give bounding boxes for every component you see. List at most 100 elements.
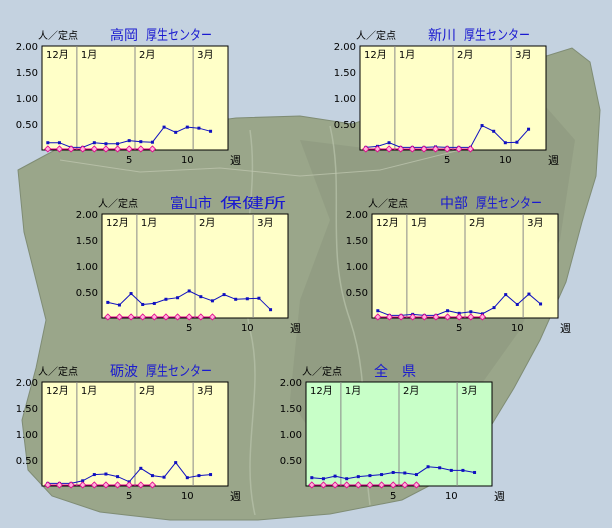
data-point-previous bbox=[113, 145, 122, 153]
data-point-previous bbox=[197, 313, 205, 321]
data-point bbox=[116, 142, 120, 146]
data-point bbox=[539, 302, 543, 306]
data-point-previous bbox=[113, 481, 122, 489]
data-point-previous bbox=[389, 481, 397, 489]
x-tick-label: 5 bbox=[444, 155, 450, 166]
data-point bbox=[446, 309, 450, 313]
y-tick-label: 0.50 bbox=[16, 120, 38, 131]
data-point bbox=[150, 140, 154, 144]
data-point bbox=[310, 476, 314, 480]
data-point-previous bbox=[55, 145, 64, 153]
y-tick-label: 1.50 bbox=[16, 68, 38, 79]
data-point bbox=[356, 475, 360, 479]
month-label: 12月 bbox=[46, 49, 69, 61]
x-tick-label: 5 bbox=[126, 491, 132, 502]
data-point bbox=[414, 473, 418, 477]
chart-panel: 人／定点 高岡 厚生センター 12月 1月 2月 3月 0.50 1.00 1.50 2.00 5 10… bbox=[16, 27, 241, 167]
x-tick-label: 5 bbox=[186, 323, 192, 334]
data-point-previous bbox=[150, 313, 158, 321]
data-point bbox=[174, 130, 178, 134]
x-unit-label: 週 bbox=[494, 490, 505, 503]
data-point bbox=[473, 470, 477, 474]
x-tick-label: 5 bbox=[390, 491, 396, 502]
y-tick-label: 1.50 bbox=[346, 236, 368, 247]
data-point-previous bbox=[137, 145, 145, 153]
month-label: 1月 bbox=[81, 385, 97, 397]
data-point bbox=[391, 470, 395, 474]
data-point-previous bbox=[366, 481, 374, 489]
chart-title-name: 砺波 bbox=[110, 364, 138, 380]
month-label: 2月 bbox=[469, 217, 485, 229]
data-point-previous bbox=[127, 313, 135, 321]
data-point-previous bbox=[79, 145, 87, 153]
data-point bbox=[234, 297, 238, 301]
data-point bbox=[245, 297, 249, 301]
data-point bbox=[269, 308, 273, 312]
data-point-previous bbox=[362, 145, 370, 153]
data-point-previous bbox=[478, 313, 487, 321]
data-point-previous bbox=[67, 145, 75, 153]
data-point-previous bbox=[455, 313, 463, 321]
chart-title: 高岡 厚生センター bbox=[110, 27, 212, 44]
data-point bbox=[527, 127, 531, 131]
y-tick-label: 1.50 bbox=[280, 404, 302, 415]
data-point bbox=[380, 473, 384, 477]
data-point bbox=[162, 125, 166, 129]
data-point bbox=[129, 292, 133, 296]
x-unit-label: 週 bbox=[560, 322, 571, 335]
data-point-previous bbox=[102, 481, 110, 489]
data-point-previous bbox=[397, 313, 405, 321]
unit-label: 人／定点 bbox=[38, 365, 78, 378]
chart-title-name: 高岡 bbox=[110, 27, 138, 44]
chart-title: 中部 厚生センター bbox=[440, 196, 542, 212]
y-tick-label: 0.50 bbox=[346, 288, 368, 299]
data-point bbox=[199, 295, 203, 299]
data-point-previous bbox=[455, 145, 463, 153]
data-point bbox=[504, 293, 508, 297]
chart-title: 全 県 bbox=[374, 363, 416, 380]
month-label: 3月 bbox=[197, 385, 213, 397]
data-point bbox=[515, 302, 519, 306]
chart-title-suffix: 厚生センター bbox=[146, 364, 212, 380]
data-point-previous bbox=[185, 313, 193, 321]
y-tick-label: 1.00 bbox=[76, 262, 98, 273]
data-point bbox=[257, 296, 261, 300]
data-point-previous bbox=[148, 481, 157, 489]
data-point bbox=[150, 474, 154, 478]
chart-title: 新川 厚生センター bbox=[428, 28, 530, 44]
data-point bbox=[174, 461, 178, 465]
x-tick-label: 10 bbox=[499, 155, 512, 166]
data-point bbox=[368, 474, 372, 478]
x-tick-label: 5 bbox=[456, 323, 462, 334]
chart-title-name: 中部 bbox=[440, 196, 468, 212]
data-point bbox=[152, 301, 156, 305]
data-point bbox=[345, 477, 349, 481]
data-point bbox=[117, 303, 121, 307]
data-point-previous bbox=[102, 145, 110, 153]
data-point bbox=[106, 300, 110, 304]
data-point bbox=[81, 479, 85, 483]
unit-label: 人／定点 bbox=[98, 197, 138, 210]
data-point bbox=[92, 141, 96, 145]
data-point-previous bbox=[420, 313, 428, 321]
y-tick-label: 0.50 bbox=[76, 288, 98, 299]
y-tick-label: 1.50 bbox=[334, 68, 356, 79]
data-point-previous bbox=[385, 313, 394, 321]
month-label: 12月 bbox=[106, 217, 129, 229]
data-point-previous bbox=[67, 481, 75, 489]
month-label: 2月 bbox=[139, 385, 155, 397]
data-point bbox=[185, 125, 189, 129]
month-label: 2月 bbox=[199, 217, 215, 229]
data-point-previous bbox=[409, 313, 417, 321]
x-unit-label: 週 bbox=[548, 154, 559, 167]
data-point bbox=[492, 306, 496, 310]
data-point-previous bbox=[162, 313, 170, 321]
data-point-previous bbox=[208, 313, 217, 321]
chart-panel: 人／定点 砺波 厚生センター 12月 1月 2月 3月 0.50 1.00 1.50 2.00 5 10… bbox=[16, 364, 241, 503]
data-point bbox=[197, 126, 201, 130]
month-label: 2月 bbox=[457, 49, 473, 61]
y-tick-label: 1.50 bbox=[76, 236, 98, 247]
data-point-previous bbox=[443, 145, 451, 153]
data-point-previous bbox=[466, 145, 475, 153]
data-point bbox=[333, 474, 337, 478]
